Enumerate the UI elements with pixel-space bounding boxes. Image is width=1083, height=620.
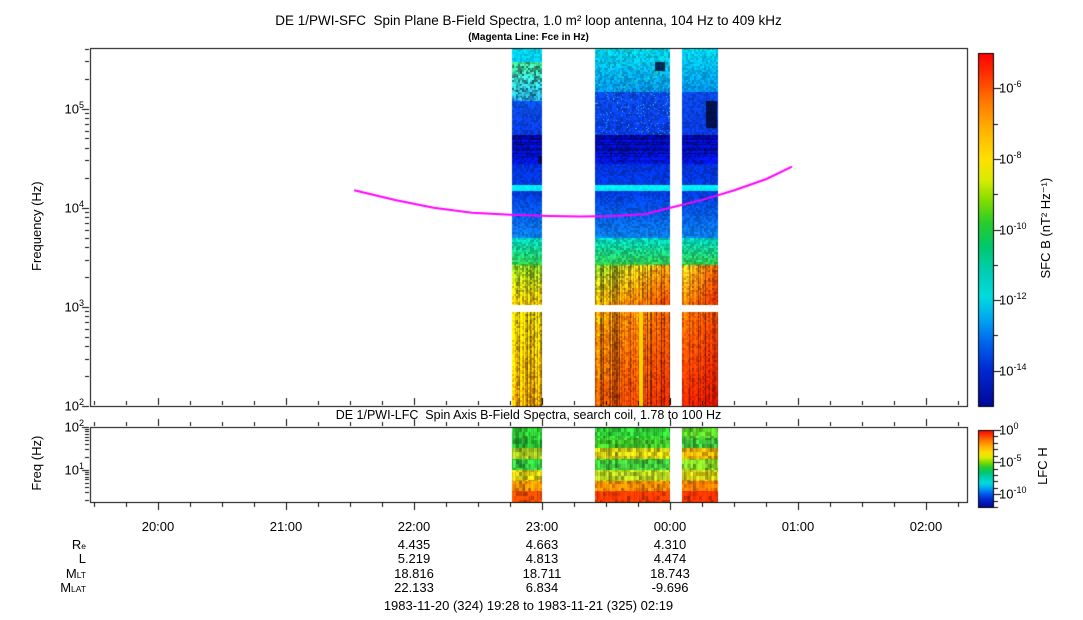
ephemeris-row-label: L — [78, 551, 86, 566]
lfc-colorbar-tick-label: 10-10 — [999, 485, 1027, 502]
sfc-ytick-label: 102 — [64, 397, 84, 414]
sfc-colorbar-tick-label: 10-10 — [999, 221, 1027, 238]
page-title: DE 1/PWI-SFC Spin Plane B-Field Spectra,… — [275, 13, 782, 28]
sfc-colorbar-tick-label: 10-14 — [999, 362, 1027, 379]
time-tick-label: 22:00 — [397, 519, 431, 534]
ephemeris-value: 22.133 — [394, 580, 434, 595]
ephemeris-value: 4.663 — [525, 537, 559, 552]
ephemeris-value: 4.813 — [525, 551, 559, 566]
lfc-ytick-label: 101 — [64, 461, 84, 478]
lfc-colorbar-tick-label: 10-5 — [999, 453, 1022, 470]
ephemeris-value: 4.310 — [653, 537, 687, 552]
ephemeris-row-label: MLT — [65, 566, 86, 581]
sfc-y-axis-label: Frequency (Hz) — [28, 181, 44, 271]
sfc-ytick-label: 104 — [64, 199, 84, 216]
ephemeris-value: 6.834 — [525, 580, 559, 595]
time-tick-label: 23:00 — [525, 519, 559, 534]
time-tick-label: 20:00 — [141, 519, 175, 534]
ephemeris-row-label: MLAT — [60, 580, 86, 595]
time-tick-label: 02:00 — [909, 519, 943, 534]
page-subtitle: (Magenta Line: Fce in Hz) — [468, 32, 589, 43]
sfc-ytick-label: 103 — [64, 298, 84, 315]
time-tick-label: 00:00 — [653, 519, 687, 534]
time-tick-label: 01:00 — [781, 519, 815, 534]
sfc-ytick-label: 105 — [64, 100, 84, 117]
footer-time-range: 1983-11-20 (324) 19:28 to 1983-11-21 (32… — [383, 598, 674, 613]
sfc-colorbar-tick-label: 10-6 — [999, 79, 1022, 96]
ephemeris-value: 18.743 — [650, 566, 690, 581]
sfc-colorbar-tick-label: 10-8 — [999, 150, 1022, 167]
lfc-ytick-label: 102 — [64, 418, 84, 435]
sfc-colorbar-tick-label: 10-12 — [999, 291, 1027, 308]
lfc-panel-title: DE 1/PWI-LFC Spin Axis B-Field Spectra, … — [335, 408, 722, 422]
lfc-colorbar-tick-label: 100 — [999, 421, 1019, 438]
ephemeris-value: 18.816 — [394, 566, 434, 581]
ephemeris-value: 18.711 — [522, 566, 562, 581]
ephemeris-value: 4.474 — [653, 551, 687, 566]
time-tick-label: 21:00 — [269, 519, 303, 534]
ephemeris-value: 5.219 — [397, 551, 431, 566]
ephemeris-value: -9.696 — [651, 580, 689, 595]
ephemeris-value: 4.435 — [397, 537, 431, 552]
ephemeris-row-label: Re — [71, 537, 86, 552]
